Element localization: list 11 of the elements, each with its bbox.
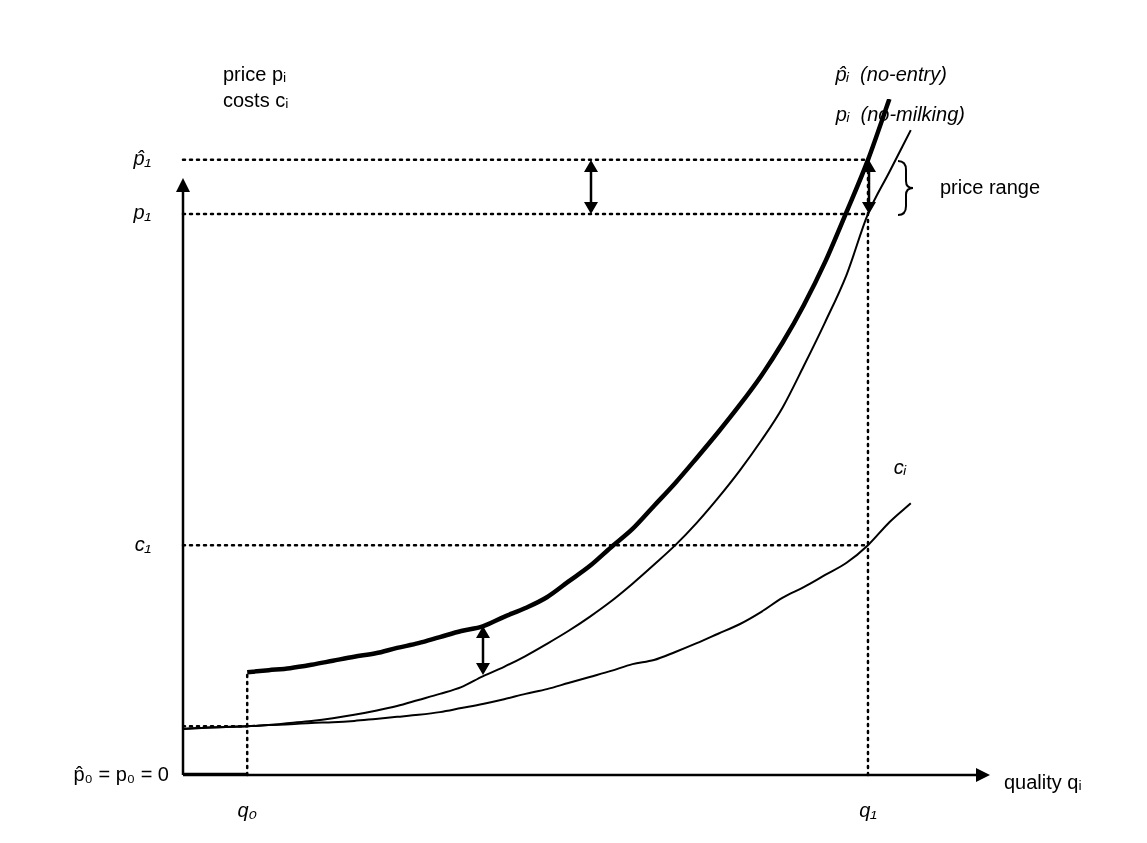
x-axis-title: quality qᵢ <box>1004 770 1082 793</box>
series-label: p̂ᵢ (no-entry) <box>834 62 947 85</box>
x-tick-label: q₀ <box>237 798 257 821</box>
ref-line-label: p₁ <box>132 201 151 224</box>
x-tick-label: q₁ <box>859 798 877 821</box>
ref-line-label: p̂₁ <box>132 147 151 170</box>
text: p̂₀ = p₀ = 0 <box>73 762 169 785</box>
annotation: price range <box>940 175 1041 198</box>
series-label: cᵢ <box>893 455 907 478</box>
ref-line-label: c₁ <box>134 532 151 555</box>
y-axis-title: price pᵢ costs cᵢ <box>223 62 289 111</box>
